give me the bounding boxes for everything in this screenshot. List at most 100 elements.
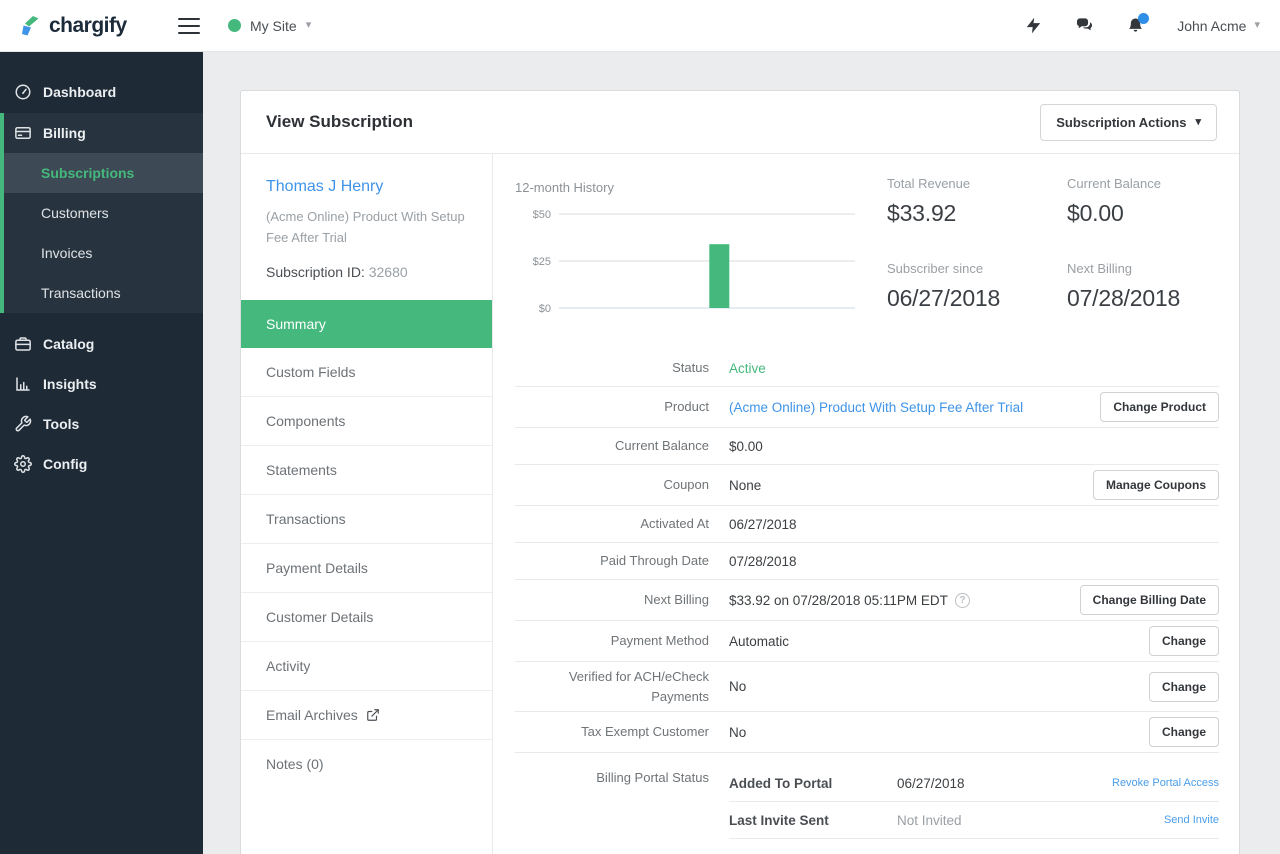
gauge-icon — [14, 83, 32, 101]
sidebar-item-config[interactable]: Config — [0, 444, 203, 484]
sidebar-subitem-label: Customers — [41, 205, 109, 221]
sidebar-item-insights[interactable]: Insights — [0, 364, 203, 404]
sidebar-item-label: Catalog — [43, 336, 95, 352]
stat-current-balance: Current Balance $0.00 — [1067, 176, 1161, 226]
history-bar — [709, 244, 730, 308]
sidebar-item-customers[interactable]: Customers — [4, 193, 203, 233]
detail-row-product: Product (Acme Online) Product With Setup… — [515, 387, 1219, 428]
briefcase-icon — [14, 335, 32, 353]
sidebar-item-billing[interactable]: Billing — [4, 113, 203, 153]
user-menu[interactable]: John Acme ▾ — [1177, 18, 1260, 34]
y-tick-50: $50 — [533, 209, 551, 221]
sidebar-subitem-label: Invoices — [41, 245, 93, 261]
tab-custom-fields[interactable]: Custom Fields — [241, 348, 492, 397]
subscription-actions-button[interactable]: Subscription Actions ▾ — [1040, 103, 1217, 141]
topbar: chargify My Site ▾ John Acme ▾ — [0, 0, 1280, 52]
detail-row-activated-at: Activated At 06/27/2018 — [515, 506, 1219, 543]
chargify-logo[interactable]: chargify — [0, 14, 160, 38]
detail-row-tax-exempt: Tax Exempt Customer No Change — [515, 712, 1219, 753]
chevron-down-icon: ▾ — [1254, 19, 1260, 31]
product-description: (Acme Online) Product With Setup Fee Aft… — [266, 209, 465, 246]
tab-email-archives[interactable]: Email Archives — [241, 691, 492, 740]
site-name: My Site — [250, 17, 297, 34]
sidebar-item-label: Config — [43, 456, 88, 472]
sidebar-item-label: Insights — [43, 376, 97, 392]
gear-icon — [14, 455, 32, 473]
stat-subscriber-since: Subscriber since 06/27/2018 — [887, 261, 1001, 311]
detail-row-ach-verified: Verified for ACH/eCheck Payments No Chan… — [515, 662, 1219, 712]
status-badge: Active — [729, 360, 766, 376]
sidebar-item-invoices[interactable]: Invoices — [4, 233, 203, 273]
sidebar-item-dashboard[interactable]: Dashboard — [0, 72, 203, 112]
tab-components[interactable]: Components — [241, 397, 492, 446]
subscription-sidebar: Thomas J Henry (Acme Online) Product Wit… — [241, 154, 493, 854]
detail-row-coupon: Coupon None Manage Coupons — [515, 465, 1219, 506]
tab-payment-details[interactable]: Payment Details — [241, 544, 492, 593]
help-icon[interactable]: ? — [954, 592, 970, 608]
12-month-history-chart: $50 $25 $0 — [533, 209, 855, 315]
change-billing-date-button[interactable]: Change Billing Date — [1079, 585, 1219, 615]
wrench-icon — [14, 415, 32, 433]
subscription-actions-label: Subscription Actions — [1056, 114, 1187, 130]
chevron-down-icon: ▾ — [305, 19, 312, 31]
sidebar-subitem-label: Transactions — [41, 285, 121, 301]
card-header: View Subscription Subscription Actions ▾ — [241, 91, 1239, 154]
chart-title: 12-month History — [515, 180, 614, 195]
summary-panel: 12-month History $50 $25 $0 — [493, 154, 1239, 854]
product-link[interactable]: (Acme Online) Product With Setup Fee Aft… — [729, 399, 1024, 415]
change-tax-exempt-button[interactable]: Change — [1148, 717, 1219, 747]
sidebar: Dashboard Billing Subscriptions Customer… — [0, 52, 203, 854]
sidebar-item-label: Tools — [43, 416, 80, 432]
detail-row-current-balance: Current Balance $0.00 — [515, 428, 1219, 465]
tab-statements[interactable]: Statements — [241, 446, 492, 495]
change-product-button[interactable]: Change Product — [1100, 392, 1219, 422]
tab-summary[interactable]: Summary — [241, 299, 492, 348]
bell-icon[interactable] — [1126, 13, 1150, 35]
tab-notes[interactable]: Notes (0) — [266, 755, 324, 772]
stat-next-billing: Next Billing 07/28/2018 — [1067, 261, 1181, 311]
chevron-down-icon: ▾ — [1195, 115, 1201, 128]
notification-badge — [1138, 13, 1150, 24]
portal-row-last-invite: Last Invite Sent Not Invited Send Invite — [729, 802, 1219, 839]
detail-row-paid-through-date: Paid Through Date 07/28/2018 — [515, 543, 1219, 580]
sidebar-item-subscriptions[interactable]: Subscriptions — [4, 153, 203, 193]
tab-customer-details[interactable]: Customer Details — [241, 593, 492, 642]
sidebar-item-label: Dashboard — [43, 84, 117, 100]
tab-activity[interactable]: Activity — [241, 642, 492, 691]
sidebar-item-tools[interactable]: Tools — [0, 404, 203, 444]
page-title: View Subscription — [266, 112, 414, 131]
brand-text: chargify — [49, 13, 127, 37]
site-picker[interactable]: My Site ▾ — [228, 18, 311, 34]
stat-total-revenue: Total Revenue $33.92 — [887, 176, 971, 226]
subscription-id: Subscription ID: 32680 — [266, 264, 470, 280]
revoke-portal-access-link[interactable]: Revoke Portal Access — [1112, 777, 1219, 789]
customer-name-link[interactable]: Thomas J Henry — [266, 178, 384, 195]
history-chart-block: 12-month History $50 $25 $0 — [515, 176, 877, 324]
quick-actions-icon[interactable] — [1024, 16, 1043, 35]
subscription-id-label: Subscription ID: — [266, 263, 365, 280]
sidebar-item-transactions[interactable]: Transactions — [4, 273, 203, 313]
external-link-icon — [366, 708, 380, 722]
billing-portal-table: Added To Portal 06/27/2018 Revoke Portal… — [729, 765, 1219, 854]
sidebar-subitem-label: Subscriptions — [41, 165, 135, 181]
change-payment-method-button[interactable]: Change — [1148, 626, 1219, 656]
change-ach-verified-button[interactable]: Change — [1148, 671, 1219, 702]
sidebar-item-label: Billing — [43, 125, 86, 141]
y-tick-0: $0 — [539, 303, 551, 315]
detail-row-next-billing: Next Billing $33.92 on 07/28/2018 05:11P… — [515, 580, 1219, 621]
menu-icon[interactable] — [178, 17, 200, 34]
manage-coupons-button[interactable]: Manage Coupons — [1092, 470, 1219, 500]
detail-row-billing-portal-status: Billing Portal Status Added To Portal 06… — [515, 753, 1219, 854]
chargify-logo-icon — [22, 15, 39, 35]
content-area: View Subscription Subscription Actions ▾… — [203, 52, 1280, 854]
site-status-dot — [228, 19, 241, 32]
tab-transactions[interactable]: Transactions — [241, 495, 492, 544]
sidebar-group-billing: Billing Subscriptions Customers Invoices… — [0, 113, 203, 313]
detail-row-payment-method: Payment Method Automatic Change — [515, 621, 1219, 662]
subscription-stats: Total Revenue $33.92 Current Balance $0.… — [877, 176, 1219, 324]
sidebar-item-catalog[interactable]: Catalog — [0, 324, 203, 364]
send-invite-link[interactable]: Send Invite — [1163, 814, 1219, 826]
detail-row-status: Status Active — [515, 350, 1219, 387]
chat-icon[interactable] — [1075, 16, 1094, 35]
subscription-card: View Subscription Subscription Actions ▾… — [240, 90, 1240, 854]
